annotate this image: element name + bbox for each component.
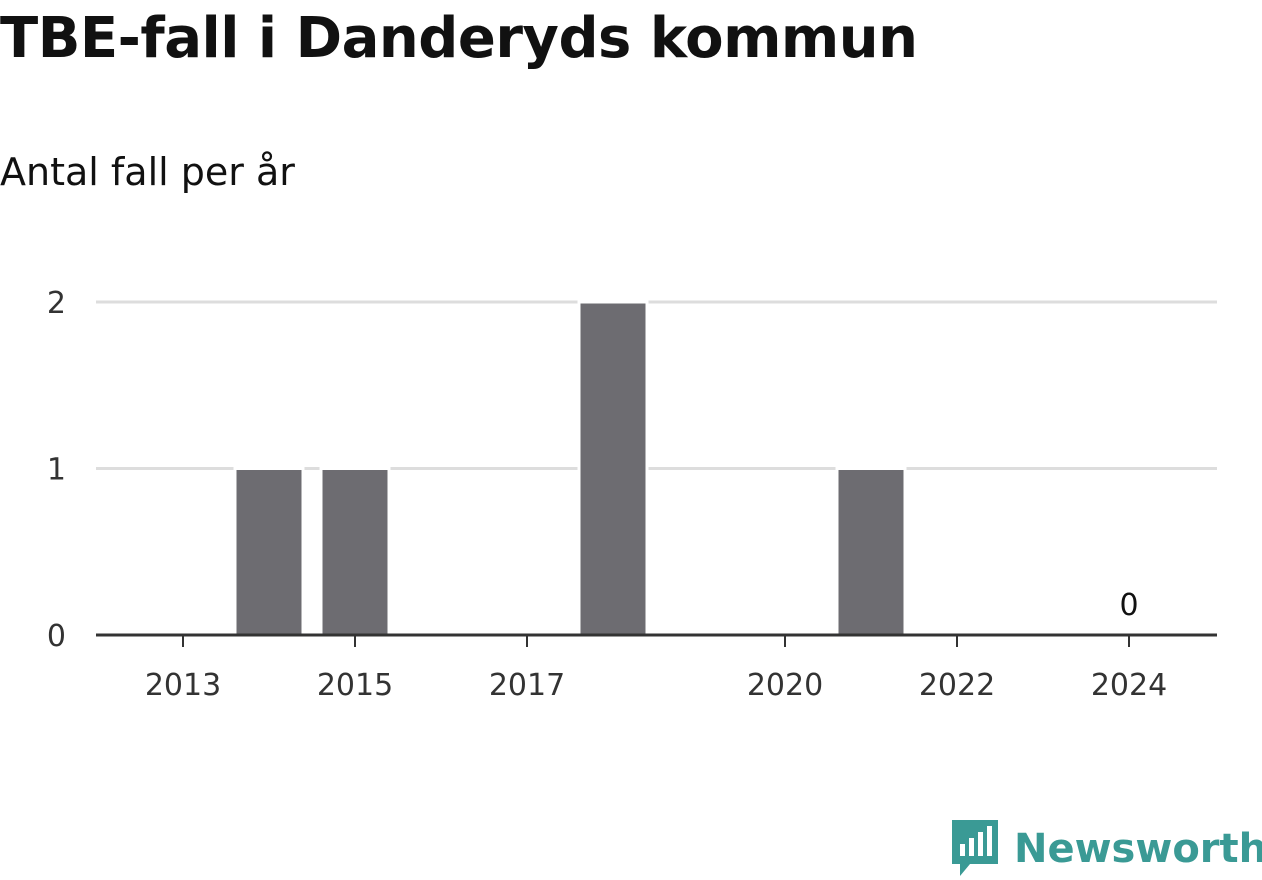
- x-axis: [96, 633, 1217, 647]
- chart-title: TBE-fall i Danderyds kommun: [0, 6, 918, 71]
- x-tick-label: 2013: [145, 668, 221, 703]
- bar-2021: [835, 467, 907, 637]
- chart-subtitle: Antal fall per år: [0, 150, 295, 194]
- y-tick-label: 0: [47, 619, 66, 654]
- newsworthy-logo-text: Newsworthy: [1014, 826, 1262, 872]
- bar-2015: [319, 467, 391, 637]
- x-tick-label: 2015: [317, 668, 393, 703]
- x-tick-label: 2024: [1091, 668, 1167, 703]
- x-tick-label: 2020: [747, 668, 823, 703]
- y-tick-label: 1: [47, 453, 66, 488]
- y-tick-label: 2: [47, 286, 66, 321]
- x-tick-label: 2017: [489, 668, 565, 703]
- bar-2014: [233, 467, 305, 637]
- bars: [233, 300, 907, 637]
- data-label: 0: [1119, 588, 1138, 623]
- tick-labels: 0 1 2 2013 2015 2017 2020 2022 2024 0: [47, 286, 1167, 703]
- newsworthy-logo-icon: [952, 820, 998, 876]
- newsworthy-logo: Newsworthy: [950, 818, 1262, 880]
- x-tick-label: 2022: [919, 668, 995, 703]
- grid-lines: [96, 300, 1217, 470]
- bar-2018: [577, 300, 649, 637]
